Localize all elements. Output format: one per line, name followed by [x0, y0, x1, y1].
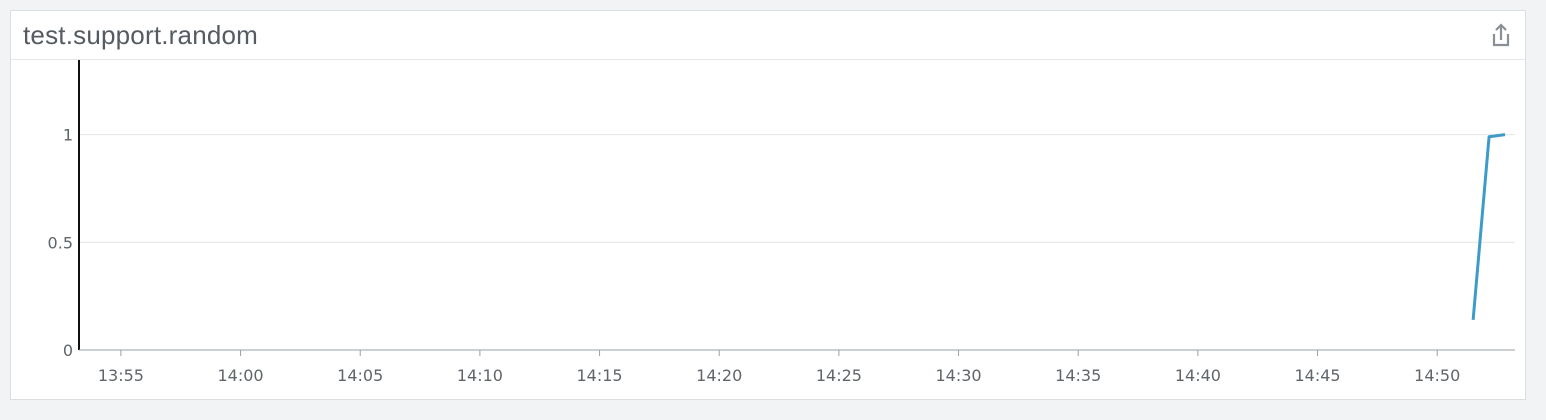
- x-tick-label: 14:10: [457, 366, 503, 385]
- axes: [78, 60, 1515, 351]
- x-tick-label: 14:40: [1175, 366, 1221, 385]
- x-tick-label: 14:30: [935, 366, 981, 385]
- x-tick-label: 14:25: [816, 366, 862, 385]
- x-tick-label: 14:35: [1055, 366, 1101, 385]
- x-tick-label: 14:05: [337, 366, 383, 385]
- x-tick-label: 14:00: [217, 366, 263, 385]
- panel-title: test.support.random: [23, 20, 259, 50]
- panel-header: test.support.random: [11, 11, 1525, 60]
- grid-lines: [79, 134, 1515, 243]
- x-tick-label: 13:55: [98, 366, 144, 385]
- y-tick-label: 1: [63, 126, 73, 145]
- line-chart: 00.51 13:55 14:00 14:05 14:10 14:15 14:20 14:2…: [48, 60, 1515, 385]
- y-axis-ticks: 00.51: [48, 126, 73, 360]
- series-layer[interactable]: [1471, 133, 1506, 320]
- chart-panel: test.support.random 0 0.5 1 13:55 14:00 14:0…: [10, 10, 1526, 400]
- chart-area: 0 0.5 1 13:55 14:00 14:05 14:10 14:15 14:20 14:2…: [11, 60, 1527, 401]
- share-button[interactable]: [1487, 21, 1515, 49]
- share-export-icon: [1492, 23, 1510, 47]
- y-tick-label: 0.5: [48, 233, 73, 252]
- x-tick-label: 14:45: [1294, 366, 1340, 385]
- x-tick-label: 14:15: [576, 366, 622, 385]
- series-line[interactable]: [1471, 133, 1506, 320]
- x-axis-ticks: 13:55 14:00 14:05 14:10 14:15 14:20 14:25 14:30…: [98, 350, 1460, 385]
- x-tick-label: 14:50: [1414, 366, 1460, 385]
- y-tick-label: 0: [63, 341, 73, 360]
- x-tick-label: 14:20: [696, 366, 742, 385]
